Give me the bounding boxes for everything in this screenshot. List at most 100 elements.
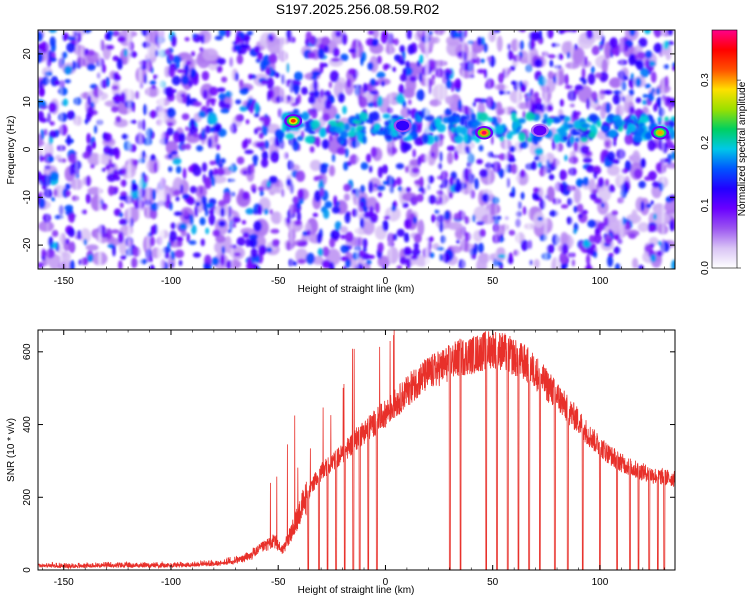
spectrogram-noise-blob (65, 190, 71, 197)
spectrogram-noise-blob (148, 264, 155, 269)
spectrogram-band-blob (580, 137, 588, 142)
spectrogram-noise-blob (366, 196, 378, 212)
spectrogram-noise-blob (397, 185, 403, 192)
spectrogram-noise-blob (100, 232, 110, 238)
spectrogram-noise-blob (471, 214, 476, 223)
spectrogram-noise-blob (497, 72, 505, 84)
spectrogram-noise-blob (533, 258, 540, 269)
spectrogram-noise-blob (640, 157, 646, 169)
spectrogram-noise-blob (416, 123, 422, 131)
spectrogram-noise-blob (666, 97, 673, 105)
spectrogram-noise-blob (291, 140, 300, 152)
spectrogram-noise-blob (642, 99, 647, 106)
spectrogram-noise-blob (85, 244, 100, 251)
spectrogram-noise-blob (101, 132, 109, 141)
spectrogram-noise-blob (118, 260, 123, 269)
spectrogram-noise-blob (328, 261, 335, 269)
x-tick-label: -50 (271, 577, 286, 588)
spectrogram-band-blob (638, 117, 649, 122)
x-tick-label: -50 (271, 276, 286, 287)
spectrogram-noise-blob (377, 255, 391, 268)
spectrogram-noise-blob (650, 71, 657, 83)
spectrogram-noise-blob (293, 83, 300, 95)
spectrogram-noise-blob (398, 83, 405, 96)
spectrogram-noise-blob (87, 152, 102, 166)
spectrogram-noise-blob (99, 79, 108, 89)
spectrogram-noise-blob (476, 257, 488, 269)
spectrogram-noise-blob (112, 96, 120, 101)
spectrogram-noise-blob (121, 133, 130, 140)
spectrogram-noise-blob (399, 44, 405, 53)
spectrogram-noise-blob (184, 143, 192, 150)
spectrogram-band-blob (562, 135, 568, 141)
spectrogram-noise-blob (593, 250, 598, 259)
spectrogram-noise-blob (481, 193, 490, 203)
spectrogram-noise-blob (321, 36, 331, 46)
spectrogram-noise-blob (635, 97, 642, 104)
spectrogram-noise-blob (427, 194, 437, 205)
spectrogram-noise-blob (574, 43, 578, 51)
spectrogram-noise-blob (254, 102, 260, 114)
spectrogram-noise-blob (309, 35, 317, 46)
spectrogram-noise-blob (644, 50, 653, 59)
spectrogram-noise-blob (651, 181, 661, 188)
spectrogram-noise-blob (85, 193, 92, 204)
spectrogram-band-blob (614, 118, 624, 128)
spectrogram-noise-blob (260, 60, 268, 71)
spectrogram-noise-blob (199, 217, 206, 226)
spectrogram-noise-blob (110, 229, 120, 234)
spectrogram-noise-blob (81, 151, 91, 159)
spectrogram-noise-blob (533, 91, 540, 99)
spectrogram-noise-blob (188, 79, 193, 88)
spectrogram-noise-blob (391, 66, 397, 73)
spectrogram-noise-blob (362, 238, 368, 249)
spectrogram-noise-blob (38, 171, 43, 182)
spectrogram-noise-blob (335, 30, 342, 38)
spectrogram-noise-blob (608, 184, 616, 193)
spectrogram-streak (543, 30, 548, 269)
spectrogram-noise-blob (324, 201, 333, 209)
spectrogram-band-blob (573, 120, 581, 128)
spectrogram-noise-blob (242, 232, 250, 238)
spectrogram-noise-blob (39, 154, 44, 162)
spectrogram-noise-blob (342, 105, 347, 115)
spectrogram-noise-blob (416, 89, 426, 101)
spectrogram-noise-blob (473, 242, 478, 254)
spectrogram-band-blob (571, 131, 582, 136)
spectrogram-noise-blob (195, 201, 201, 207)
spectrogram-noise-blob (169, 230, 177, 242)
spectrogram-noise-blob (167, 241, 171, 249)
spectrogram-noise-blob (211, 256, 220, 266)
spectrogram-noise-blob (174, 249, 185, 259)
spectrogram-noise-blob (142, 103, 148, 116)
spectrogram-noise-blob (344, 147, 349, 158)
spectrogram-noise-blob (113, 146, 119, 156)
spectrogram-noise-blob (248, 239, 255, 247)
spectrogram-noise-blob (561, 41, 573, 56)
spectrogram-noise-blob (405, 60, 411, 69)
spectrogram-band-blob (391, 130, 399, 138)
spectrogram-noise-blob (236, 156, 245, 165)
spectrogram-noise-layer (38, 30, 675, 269)
spectrogram-noise-blob (49, 171, 60, 181)
spectrogram-noise-blob (427, 79, 433, 86)
spectrogram-noise-blob (116, 57, 123, 70)
spectrogram-noise-blob (61, 51, 68, 59)
spectrogram-noise-blob (367, 101, 376, 108)
spectrogram-noise-blob (102, 206, 107, 211)
spectrogram-noise-blob (457, 99, 463, 110)
spectrogram-noise-blob (171, 35, 177, 47)
spectrogram-band-blob (633, 133, 642, 143)
spectrogram-noise-blob (193, 101, 202, 107)
spectrogram-noise-blob (44, 128, 48, 136)
spectrogram-noise-blob (483, 43, 489, 53)
spectrogram-noise-blob (345, 259, 352, 269)
y-tick-label: -20 (22, 237, 33, 252)
spectrogram-noise-blob (382, 63, 388, 71)
spectrogram-noise-blob (311, 70, 321, 77)
spectrogram-noise-blob (640, 67, 649, 78)
spectrogram-noise-blob (258, 244, 267, 256)
spectrogram-streak (495, 30, 497, 269)
spectrogram-band-blob (543, 113, 548, 122)
spectrogram-noise-blob (464, 30, 468, 38)
